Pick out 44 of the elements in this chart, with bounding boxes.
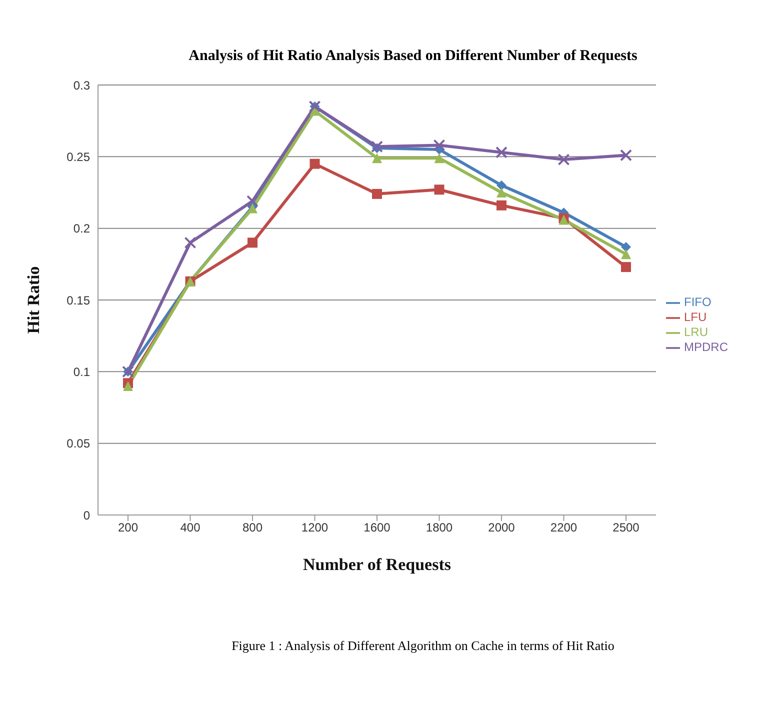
x-tick-label: 1200 — [301, 520, 328, 535]
x-tick-label: 2000 — [488, 520, 516, 535]
point — [123, 381, 133, 391]
point — [621, 262, 631, 272]
x-tick-label: 400 — [180, 520, 201, 535]
x-tick-label: 800 — [242, 520, 263, 535]
legend-label: MPDRC — [684, 340, 728, 354]
x-tick-label: 2500 — [612, 520, 640, 535]
point — [371, 140, 383, 153]
point — [496, 200, 506, 210]
chart-title: Analysis of Hit Ratio Analysis Based on Different Number of Requests — [188, 47, 638, 65]
point — [496, 180, 506, 190]
y-axis-title: Hit Ratio — [24, 266, 44, 334]
x-tick-label: 1800 — [426, 520, 453, 535]
x-tick-label: 2200 — [550, 520, 578, 535]
point — [246, 195, 258, 208]
point — [434, 184, 444, 195]
point — [496, 146, 508, 158]
point — [310, 158, 320, 169]
x-axis-title: Number of Requests — [303, 555, 452, 574]
x-tick-label: 200 — [118, 520, 138, 535]
point — [434, 153, 444, 164]
point — [621, 242, 631, 252]
point — [496, 188, 506, 198]
y-tick-label: 0.2 — [73, 222, 90, 236]
legend-label: LRU — [684, 325, 708, 339]
point — [558, 154, 570, 166]
point — [372, 188, 382, 199]
caption: Figure 1 : Analysis of Different Algorithm on Cache in terms of Hit Ratio — [230, 638, 616, 654]
legend-label: LFU — [684, 310, 707, 324]
point — [620, 149, 632, 162]
y-tick-label: 0 — [83, 508, 90, 522]
y-tick-label: 0.1 — [73, 364, 90, 379]
legend-label: FIFO — [684, 295, 712, 310]
y-tick-label: 0.25 — [66, 150, 90, 164]
point — [621, 249, 631, 260]
y-tick-label: 0.15 — [66, 293, 90, 308]
point — [184, 236, 196, 249]
point — [433, 139, 446, 152]
y-tick-label: 0.05 — [66, 436, 90, 451]
point — [372, 153, 382, 164]
x-tick-label: 1600 — [364, 520, 391, 535]
y-tick-label: 0.3 — [73, 78, 90, 92]
point — [248, 238, 258, 248]
